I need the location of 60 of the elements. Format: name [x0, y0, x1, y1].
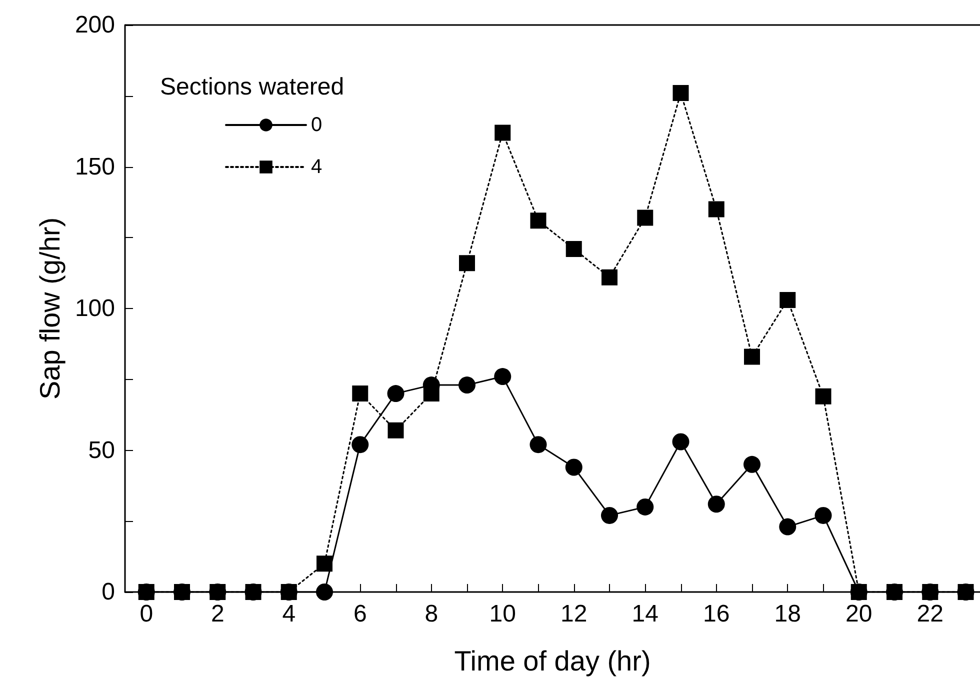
y-tick-label: 150 — [74, 153, 115, 180]
point — [814, 506, 832, 524]
x-tick-label: 22 — [916, 600, 944, 628]
point — [744, 456, 760, 473]
x-tick-label: 4 — [282, 600, 296, 628]
legend-title: Sections watered — [160, 74, 344, 100]
point — [530, 212, 546, 229]
point — [708, 201, 724, 218]
y-axis-title: Sap flow (g/hr) — [34, 217, 66, 400]
point — [815, 388, 832, 404]
point — [601, 506, 618, 524]
point — [458, 376, 476, 394]
point — [316, 584, 333, 600]
y-tick-label: 200 — [74, 12, 115, 38]
point — [459, 255, 475, 272]
point — [602, 269, 618, 286]
point — [387, 385, 404, 402]
point — [958, 584, 974, 600]
point — [850, 584, 867, 600]
point — [423, 386, 440, 402]
point — [886, 584, 902, 600]
point — [138, 584, 154, 600]
x-tick-label: 10 — [489, 600, 516, 628]
point — [174, 584, 190, 600]
point — [565, 458, 582, 476]
x-tick-label: 6 — [353, 600, 367, 628]
x-tick-label: 14 — [632, 600, 658, 628]
point — [352, 436, 369, 454]
legend-label: 0 — [311, 114, 322, 136]
point — [637, 210, 654, 226]
point — [530, 436, 547, 454]
point — [636, 498, 654, 516]
point — [780, 292, 796, 308]
point — [494, 368, 512, 386]
point — [566, 240, 582, 257]
y-tick-label: 50 — [88, 436, 115, 464]
point — [280, 584, 297, 600]
point — [494, 124, 511, 141]
point — [352, 386, 368, 402]
point — [316, 556, 332, 572]
point — [708, 496, 725, 513]
point — [388, 422, 404, 438]
x-tick-label: 20 — [846, 600, 872, 628]
x-tick-label: 18 — [774, 600, 801, 628]
x-tick-label: 12 — [560, 600, 588, 628]
point — [210, 584, 226, 600]
x-axis-title: Time of day (hr) — [454, 646, 651, 676]
point — [672, 85, 689, 102]
x-tick-label: 2 — [210, 600, 224, 628]
y-tick-label: 100 — [74, 295, 115, 322]
point — [922, 584, 938, 600]
point — [779, 518, 796, 536]
point — [744, 348, 760, 365]
x-tick-label: 0 — [140, 600, 154, 628]
x-tick-label: 16 — [703, 600, 730, 628]
x-tick-label: 8 — [424, 600, 438, 628]
y-tick-label: 0 — [102, 578, 115, 606]
legend-label: 4 — [311, 156, 322, 178]
point — [245, 584, 262, 600]
point — [672, 433, 690, 450]
